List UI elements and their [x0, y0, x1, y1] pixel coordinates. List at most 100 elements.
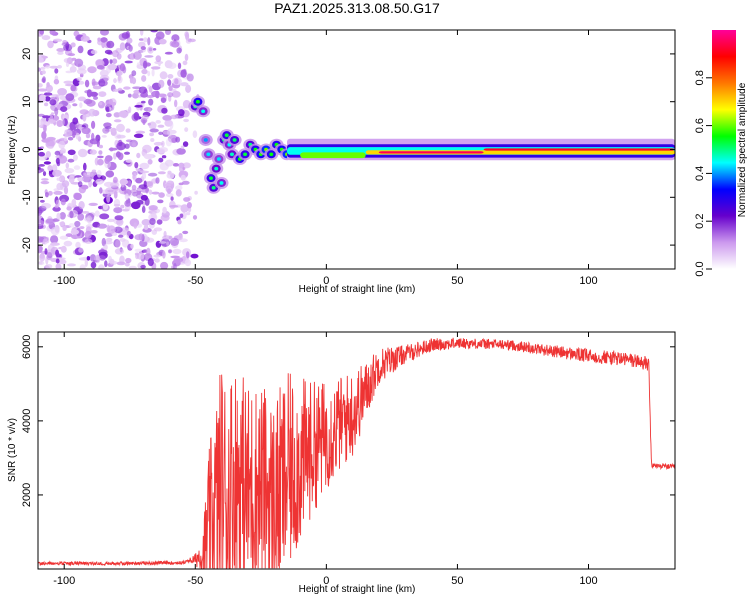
noise-blob: [140, 46, 146, 51]
snr-x-label: Height of straight line (km): [299, 584, 416, 595]
noise-blob: [84, 79, 90, 88]
noise-blob: [51, 164, 58, 172]
noise-blob: [42, 76, 46, 84]
noise-blob: [65, 61, 70, 67]
noise-blob: [167, 170, 172, 175]
noise-blob: [97, 155, 104, 159]
noise-blob: [180, 204, 189, 213]
noise-blob: [72, 154, 78, 161]
y-tick-label: 0: [21, 146, 33, 152]
noise-blob: [56, 161, 61, 167]
noise-blob: [131, 201, 141, 210]
noise-blob: [67, 149, 76, 156]
noise-blob: [158, 38, 167, 45]
noise-blob: [46, 136, 56, 141]
noise-blob: [56, 182, 64, 191]
noise-blob: [107, 63, 117, 71]
noise-blob: [38, 245, 43, 254]
noise-blob: [102, 203, 109, 211]
snr-y-label: SNR (10 * v/v): [7, 418, 18, 482]
noise-blob: [49, 97, 58, 100]
noise-blob: [141, 100, 146, 104]
noise-blob: [158, 241, 167, 244]
noise-blob: [150, 30, 158, 33]
noise-blob: [180, 69, 187, 78]
noise-blob: [140, 30, 144, 36]
transition-core: [269, 152, 274, 157]
noise-blob: [50, 242, 60, 246]
noise-blob: [159, 71, 168, 80]
noise-blob: [96, 254, 100, 263]
noise-blob: [62, 225, 67, 231]
noise-blob: [44, 248, 48, 255]
noise-blob: [89, 138, 100, 145]
noise-blob: [77, 96, 86, 102]
noise-blob: [77, 177, 84, 182]
noise-blob: [170, 196, 174, 201]
noise-blob: [73, 192, 82, 201]
noise-blob: [180, 82, 189, 87]
noise-blob: [175, 136, 181, 143]
noise-blob: [128, 265, 137, 269]
noise-blob: [124, 151, 130, 155]
x-tick-label: -100: [53, 275, 75, 287]
noise-blob: [185, 84, 192, 94]
noise-blob: [75, 132, 80, 140]
noise-blob: [100, 30, 109, 36]
noise-blob: [71, 199, 77, 207]
noise-blob: [55, 263, 62, 269]
noise-blob: [149, 218, 156, 225]
noise-blob: [121, 239, 130, 248]
x-tick-label: 100: [579, 575, 597, 587]
noise-blob: [90, 230, 98, 234]
noise-blob: [50, 94, 61, 98]
noise-blob: [57, 88, 67, 96]
noise-blob: [159, 162, 169, 171]
noise-blob: [146, 247, 151, 257]
noise-blob: [148, 205, 158, 211]
transition-core: [201, 109, 206, 114]
transition-core: [206, 152, 211, 157]
noise-blob: [105, 113, 112, 118]
noise-blob: [70, 42, 76, 48]
noise-blob: [60, 245, 67, 253]
x-tick-label: 0: [323, 575, 329, 587]
noise-blob: [104, 126, 112, 130]
noise-blob: [81, 211, 90, 214]
noise-blob: [59, 212, 66, 220]
noise-blob: [106, 194, 111, 203]
noise-blob: [73, 165, 81, 170]
noise-blob: [50, 235, 59, 244]
noise-blob: [106, 40, 115, 49]
noise-blob: [117, 75, 123, 84]
noise-blob: [80, 35, 90, 42]
noise-blob: [59, 221, 65, 226]
noise-blob: [121, 208, 130, 212]
noise-blob: [77, 148, 88, 158]
noise-blob: [113, 203, 121, 207]
noise-blob: [169, 205, 179, 208]
noise-blob: [72, 117, 79, 125]
noise-blob: [182, 60, 188, 66]
noise-blob: [177, 62, 182, 70]
noise-blob: [186, 251, 190, 259]
noise-blob: [135, 168, 141, 172]
noise-blob: [139, 162, 150, 170]
noise-blob: [42, 171, 47, 177]
noise-blob: [98, 91, 107, 97]
noise-blob: [38, 151, 45, 157]
snr-panel: -100 -50 0 50 100 2000 4000 6000 Height of str…: [7, 331, 676, 595]
noise-blob: [90, 261, 97, 269]
noise-blob: [169, 237, 180, 246]
noise-blob: [139, 170, 150, 174]
noise-blob: [174, 78, 179, 85]
transition-core: [216, 157, 221, 161]
noise-blob: [141, 75, 147, 82]
noise-blob: [150, 66, 161, 70]
signal-core: [378, 151, 484, 154]
noise-blob: [41, 131, 47, 140]
noise-blob: [63, 58, 71, 63]
noise-blob: [170, 114, 179, 120]
noise-blob: [49, 119, 57, 123]
